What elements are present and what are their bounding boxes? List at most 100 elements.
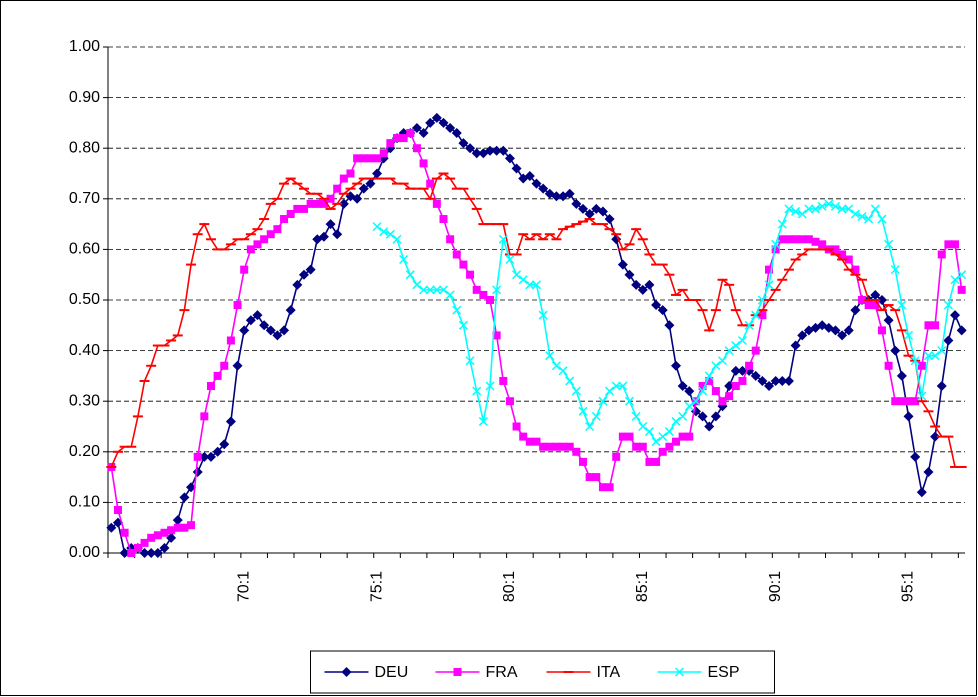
x-tick-label: 80:1 [501, 571, 518, 602]
marker [718, 397, 727, 406]
marker [917, 391, 927, 401]
marker [419, 159, 428, 168]
marker [904, 330, 914, 340]
marker [492, 285, 502, 295]
marker [710, 411, 721, 422]
marker-stroke [791, 206, 801, 216]
marker [664, 427, 674, 437]
marker-stroke [797, 209, 807, 219]
marker [472, 285, 481, 294]
marker-stroke [877, 214, 887, 224]
marker [293, 204, 302, 213]
marker-stroke [717, 356, 728, 366]
marker-stroke [704, 371, 714, 381]
marker [717, 356, 728, 366]
marker-stroke [897, 300, 907, 310]
marker [498, 145, 509, 156]
marker [571, 386, 581, 396]
marker [466, 270, 475, 279]
marker-stroke [837, 204, 847, 214]
marker [372, 222, 382, 232]
marker [172, 515, 183, 526]
marker [757, 295, 767, 305]
marker-stroke [512, 270, 522, 280]
marker [585, 421, 595, 432]
marker [831, 245, 840, 254]
marker [392, 234, 402, 244]
marker [811, 237, 820, 246]
marker [425, 285, 435, 295]
marker-stroke [804, 204, 814, 214]
marker [419, 285, 429, 295]
marker [564, 188, 575, 199]
marker [572, 447, 581, 456]
marker [797, 330, 808, 341]
marker [412, 144, 421, 153]
marker [798, 235, 807, 244]
marker-stroke [744, 320, 754, 330]
marker [458, 320, 468, 330]
marker [438, 117, 449, 128]
marker [484, 145, 495, 156]
x-tick-label: 75:1 [368, 571, 385, 602]
marker [432, 285, 442, 295]
marker [591, 411, 601, 421]
marker [838, 250, 847, 259]
marker [617, 259, 628, 270]
marker-stroke [817, 201, 827, 211]
marker [579, 457, 588, 466]
marker [186, 482, 197, 493]
marker-stroke [884, 239, 894, 249]
marker [353, 154, 362, 163]
marker [923, 351, 933, 361]
marker [265, 325, 276, 336]
marker-stroke [844, 204, 854, 214]
marker-stroke [432, 285, 442, 295]
marker-stroke [611, 381, 621, 391]
marker-stroke [438, 285, 449, 295]
marker [877, 326, 886, 335]
marker [657, 305, 668, 316]
marker-stroke [671, 416, 681, 426]
marker [765, 265, 774, 274]
marker [605, 483, 614, 492]
marker-stroke [651, 437, 661, 447]
marker [545, 351, 555, 361]
marker-stroke [684, 401, 694, 411]
marker [341, 667, 352, 677]
marker [911, 397, 920, 406]
marker-stroke [698, 386, 708, 396]
marker [565, 442, 574, 451]
marker-stroke [857, 211, 867, 222]
y-tick-label: 0.80 [69, 139, 100, 156]
y-tick-label: 1.00 [69, 38, 100, 55]
marker [140, 538, 149, 547]
marker [632, 442, 641, 451]
marker [193, 452, 202, 461]
marker [465, 356, 475, 366]
marker-stroke [864, 214, 874, 224]
marker [306, 199, 315, 208]
marker [219, 439, 230, 450]
y-tick-label: 0.50 [69, 291, 100, 308]
marker [705, 376, 714, 385]
marker [584, 208, 595, 219]
marker [837, 204, 847, 214]
marker [531, 280, 542, 290]
marker-stroke [674, 667, 685, 677]
marker [870, 289, 881, 300]
legend-label: FRA [486, 664, 518, 681]
marker [438, 285, 449, 295]
marker [379, 149, 388, 158]
marker [372, 168, 383, 179]
marker-stroke [631, 411, 641, 421]
marker-stroke [691, 396, 701, 406]
marker-stroke [472, 386, 482, 396]
marker [299, 204, 308, 213]
marker [399, 254, 409, 265]
marker [618, 381, 628, 391]
marker-stroke [784, 204, 794, 214]
marker-stroke [917, 391, 927, 401]
marker [280, 215, 289, 224]
marker [273, 225, 282, 234]
